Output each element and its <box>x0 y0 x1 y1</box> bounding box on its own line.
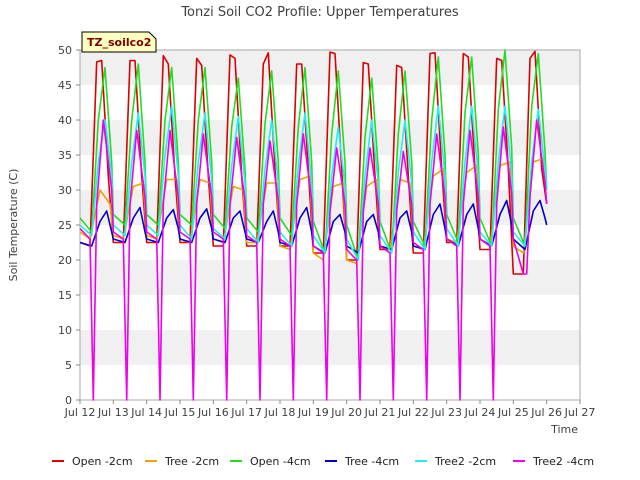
x-tick-label: Jul 25 <box>497 406 529 419</box>
y-axis: 0 5 10 15 20 25 30 35 40 45 50 <box>58 44 80 407</box>
x-tick-label: Jul 21 <box>364 406 396 419</box>
legend-label-open-4cm: Open -4cm <box>250 455 311 468</box>
x-tick-label: Jul 18 <box>264 406 296 419</box>
grid-band <box>80 85 580 120</box>
site-tag-label: TZ_soilco2 <box>87 36 151 49</box>
y-tick-label: 15 <box>58 289 72 302</box>
y-axis-label: Soil Temperature (C) <box>7 169 20 282</box>
legend-label-tree-2cm: Tree -2cm <box>164 455 219 468</box>
x-tick-label: Jul 27 <box>564 406 596 419</box>
x-tick-label: Jul 23 <box>430 406 462 419</box>
grid-band <box>80 295 580 330</box>
x-axis: Jul 12 Jul 13 Jul 14 Jul 15 Jul 16 Jul 17 Jul … <box>64 400 596 419</box>
y-tick-label: 45 <box>58 79 72 92</box>
grid-band <box>80 330 580 365</box>
x-tick-label: Jul 24 <box>464 406 496 419</box>
x-tick-label: Jul 17 <box>230 406 262 419</box>
legend-label-tree2-2cm: Tree2 -2cm <box>434 455 496 468</box>
x-tick-label: Jul 16 <box>197 406 229 419</box>
series-layer <box>79 49 548 401</box>
x-tick-label: Jul 13 <box>97 406 129 419</box>
y-tick-label: 50 <box>58 44 72 57</box>
y-tick-label: 40 <box>58 114 72 127</box>
legend-label-open-2cm: Open -2cm <box>72 455 133 468</box>
series-line-tree2-4cm <box>79 119 548 401</box>
site-tag-box <box>81 31 157 53</box>
x-tick-label: Jul 14 <box>130 406 162 419</box>
site-tag: TZ_soilco2 <box>81 31 157 53</box>
y-tick-label: 20 <box>58 254 72 267</box>
x-tick-label: Jul 22 <box>397 406 429 419</box>
legend-label-tree2-4cm: Tree2 -4cm <box>532 455 594 468</box>
x-tick-label: Jul 12 <box>64 406 96 419</box>
x-tick-label: Jul 26 <box>530 406 562 419</box>
x-axis-label: Time <box>550 423 578 436</box>
y-tick-label: 5 <box>65 359 72 372</box>
y-tick-label: 35 <box>58 149 72 162</box>
y-tick-label: 25 <box>58 219 72 232</box>
legend: Open -2cm Tree -2cm Open -4cm Tree -4cm Tree… <box>52 455 594 468</box>
chart-title: Tonzi Soil CO2 Profile: Upper Temperatur… <box>180 5 459 20</box>
y-tick-label: 30 <box>58 184 72 197</box>
x-tick-label: Jul 20 <box>330 406 362 419</box>
legend-label-tree-4cm: Tree -4cm <box>344 455 399 468</box>
grid-band <box>80 260 580 295</box>
grid-band <box>80 365 580 400</box>
x-tick-label: Jul 15 <box>164 406 196 419</box>
x-tick-label: Jul 19 <box>297 406 329 419</box>
y-tick-label: 10 <box>58 324 72 337</box>
y-tick-label: 0 <box>65 394 72 407</box>
